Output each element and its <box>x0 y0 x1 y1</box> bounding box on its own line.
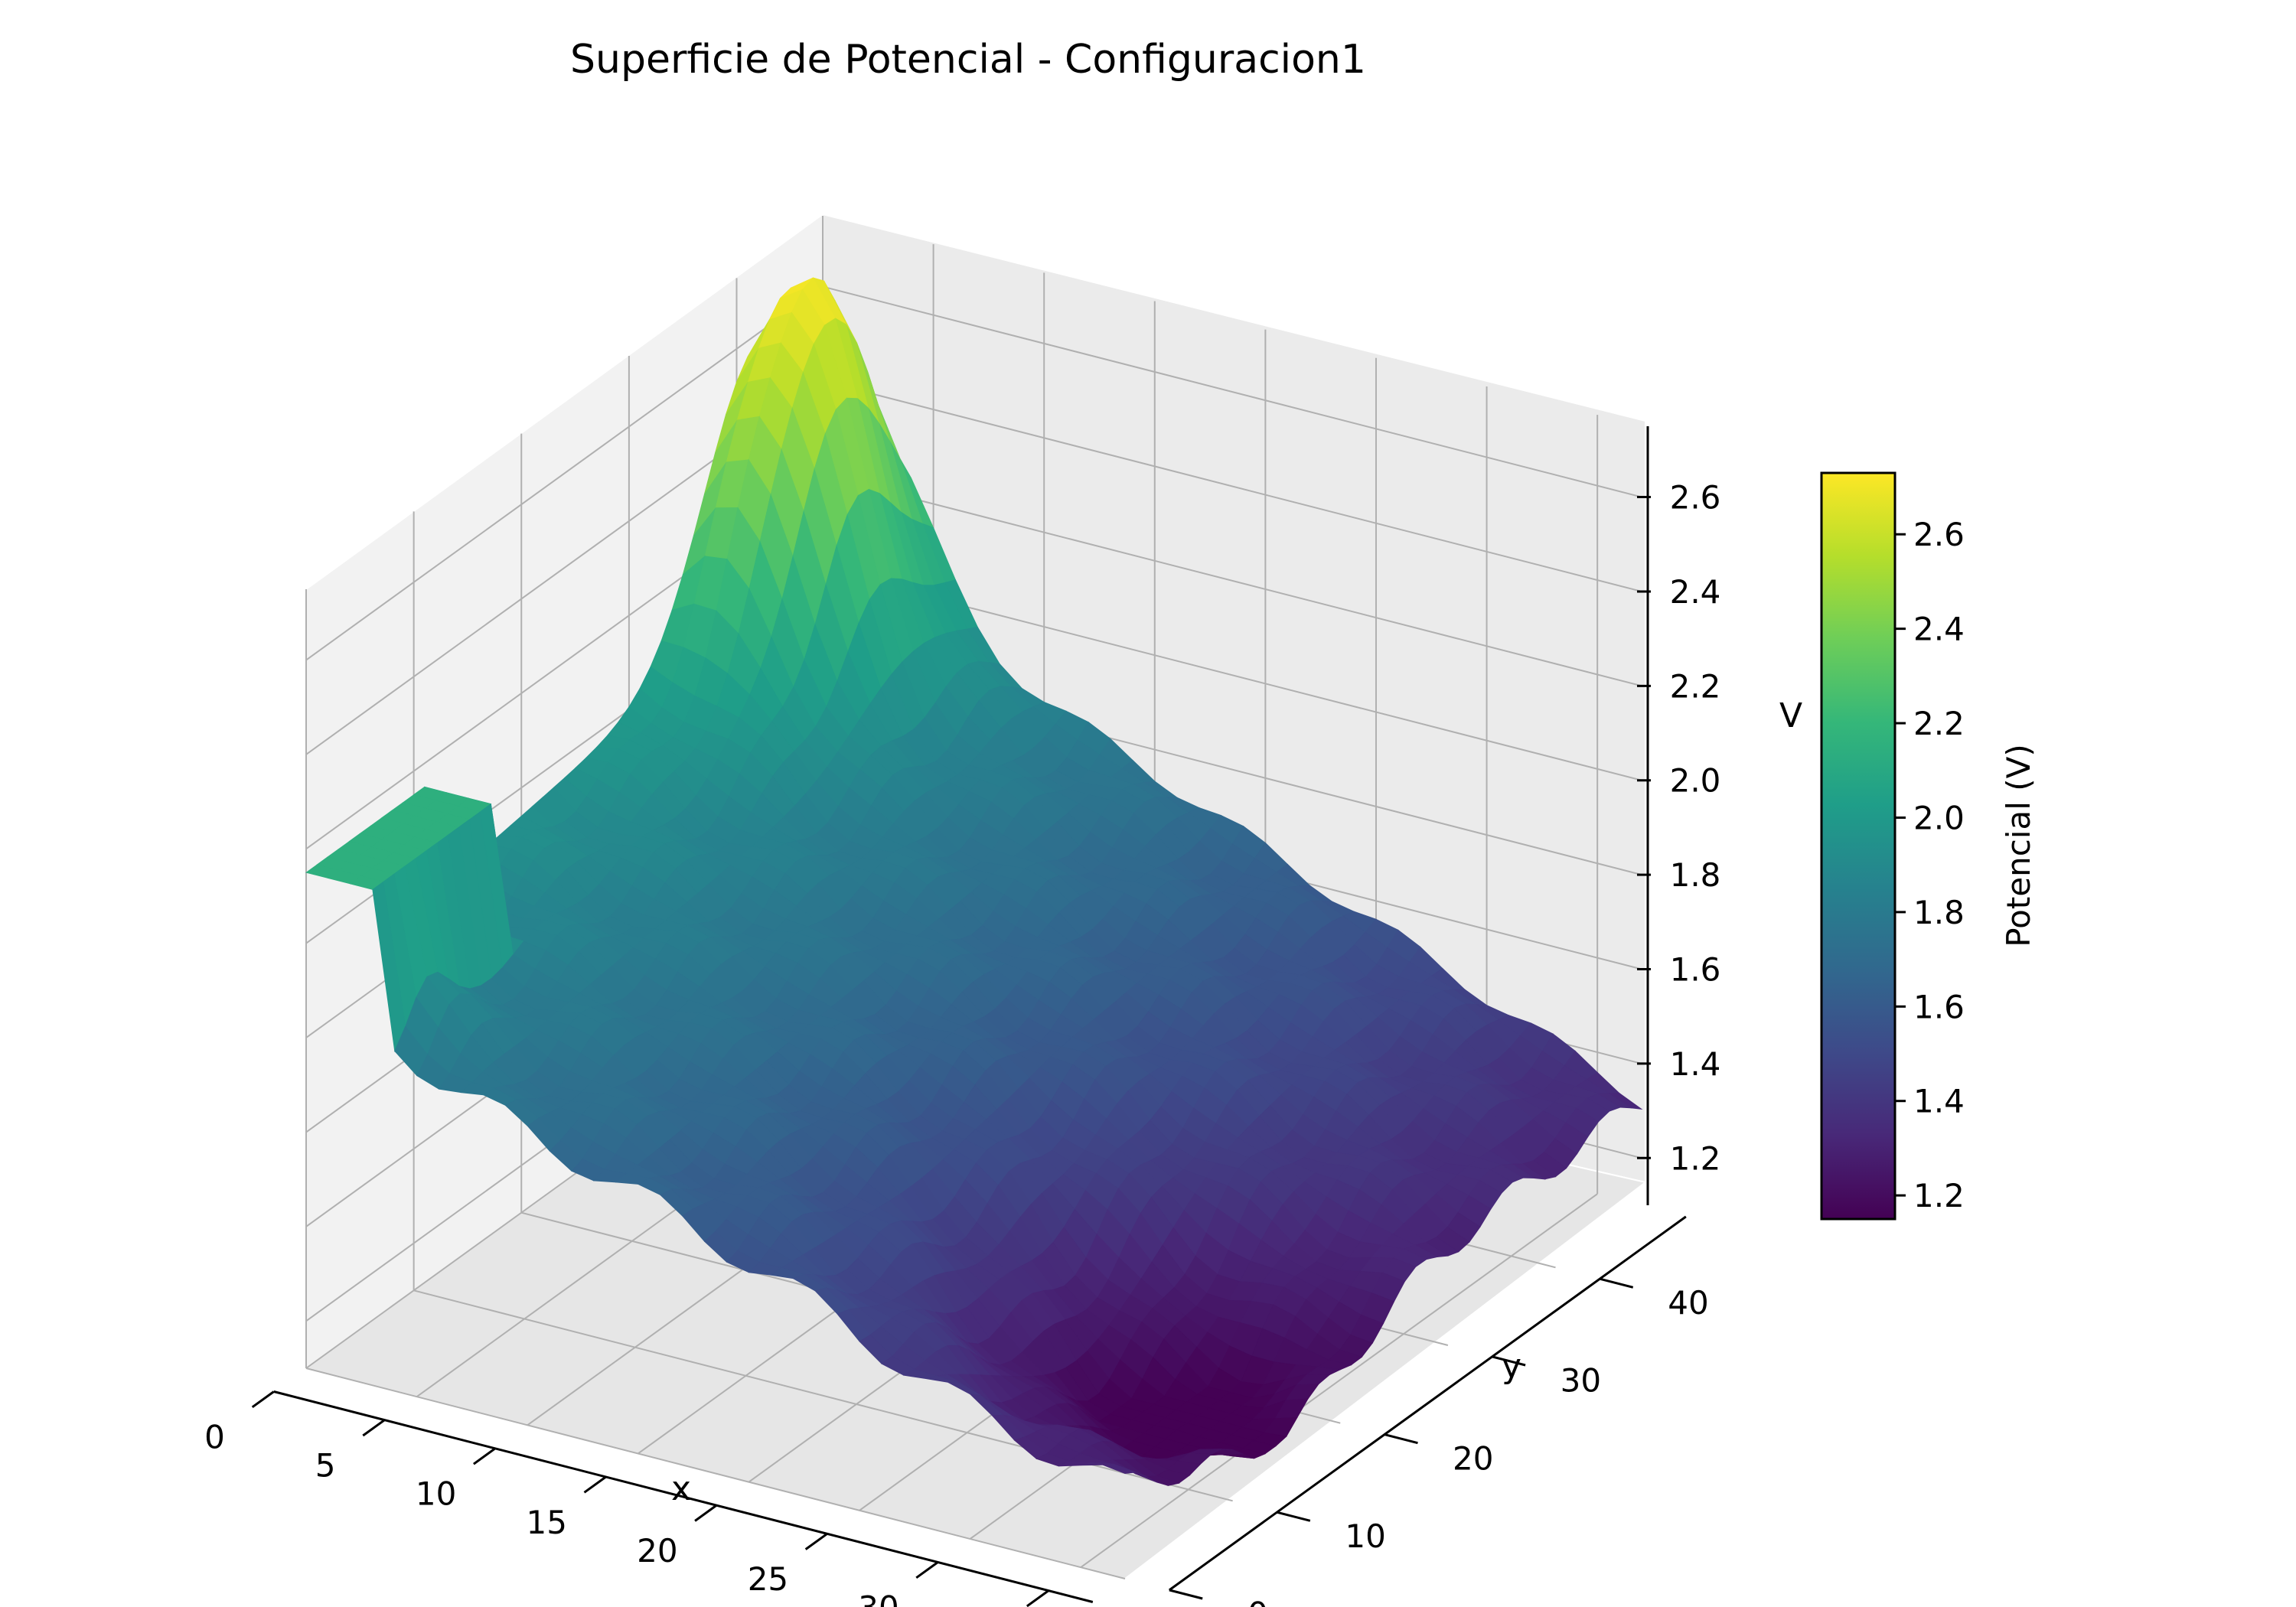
colorbar-tick-label: 1.6 <box>1913 988 1965 1025</box>
x-tick-mark <box>694 1504 718 1522</box>
colorbar-tick-label: 1.4 <box>1913 1083 1965 1120</box>
colorbar-tick-label: 2.2 <box>1913 705 1965 742</box>
colorbar: 1.2 1.4 1.6 1.8 2.0 2.2 2.4 2.6 Potencial (V) <box>1820 471 2037 1221</box>
chart-title: Superficie de Potencial - Configuracion1 <box>570 37 1366 83</box>
x-axis-label: x <box>671 1469 691 1508</box>
colorbar-tick-label: 1.8 <box>1913 894 1965 931</box>
z-tick-label: 1.8 <box>1670 856 1721 894</box>
z-tick-label: 2.6 <box>1670 479 1721 517</box>
y-tick-label: 20 <box>1453 1439 1493 1477</box>
x-tick-mark <box>583 1475 607 1494</box>
colorbar-label: Potencial (V) <box>2000 744 2037 947</box>
x-tick-mark <box>472 1447 496 1465</box>
x-tick-mark <box>804 1533 828 1550</box>
x-tick-label: 30 <box>858 1589 899 1607</box>
z-tick-label: 2.2 <box>1670 667 1721 705</box>
colorbar-tick-label: 2.0 <box>1913 799 1965 836</box>
z-axis-label: V <box>1779 696 1802 735</box>
x-tick-label: 5 <box>315 1447 336 1485</box>
grid-z-right-5 <box>822 474 1642 687</box>
colorbar-ticks: 1.2 1.4 1.6 1.8 2.0 2.2 2.4 2.6 <box>1895 516 1965 1214</box>
z-tick-label: 2.4 <box>1670 573 1721 611</box>
axes: 051015202530350102030401.21.41.61.82.02.… <box>204 426 1720 1607</box>
y-tick-mark <box>1599 1277 1634 1289</box>
x-tick-mark <box>251 1390 275 1409</box>
grid-y-floor-1 <box>413 1289 1233 1502</box>
colorbar-bar <box>1820 471 1896 1221</box>
y-tick-mark <box>1277 1511 1311 1522</box>
x-tick-label: 10 <box>416 1475 456 1513</box>
z-tick-label: 1.6 <box>1670 951 1721 989</box>
grid-x-floor-7 <box>1080 1193 1598 1568</box>
z-tick-label: 1.2 <box>1670 1139 1721 1177</box>
x-tick-label: 15 <box>527 1504 567 1541</box>
y-axis-label: y <box>1502 1347 1521 1386</box>
x-tick-label: 20 <box>637 1532 677 1570</box>
y-tick-label: 0 <box>1247 1596 1268 1607</box>
grid-z-right-6 <box>822 380 1642 592</box>
y-tick-label: 30 <box>1561 1362 1601 1400</box>
grid-y-floor-0 <box>305 1367 1126 1579</box>
x-tick-mark <box>915 1561 939 1579</box>
surface-cell <box>1102 1463 1137 1475</box>
z-tick-label: 2.0 <box>1670 762 1721 800</box>
z-tick-label: 1.4 <box>1670 1045 1721 1083</box>
potential-surface <box>305 277 1643 1486</box>
x-axis-line <box>273 1390 1094 1603</box>
grid-z-right-7 <box>822 285 1642 498</box>
x-tick-mark <box>362 1419 386 1437</box>
colorbar-tick-label: 2.6 <box>1913 516 1965 553</box>
x-tick-mark <box>1026 1589 1049 1607</box>
colorbar-tick-label: 2.4 <box>1913 611 1965 648</box>
colorbar-tick-label: 1.2 <box>1913 1177 1965 1214</box>
y-tick-mark <box>1492 1355 1526 1367</box>
x-tick-label: 25 <box>748 1560 788 1598</box>
y-tick-label: 10 <box>1345 1517 1385 1555</box>
y-tick-mark <box>1384 1433 1418 1445</box>
y-tick-label: 40 <box>1668 1284 1708 1322</box>
x-tick-label: 0 <box>204 1418 225 1455</box>
y-tick-mark <box>1169 1589 1203 1600</box>
